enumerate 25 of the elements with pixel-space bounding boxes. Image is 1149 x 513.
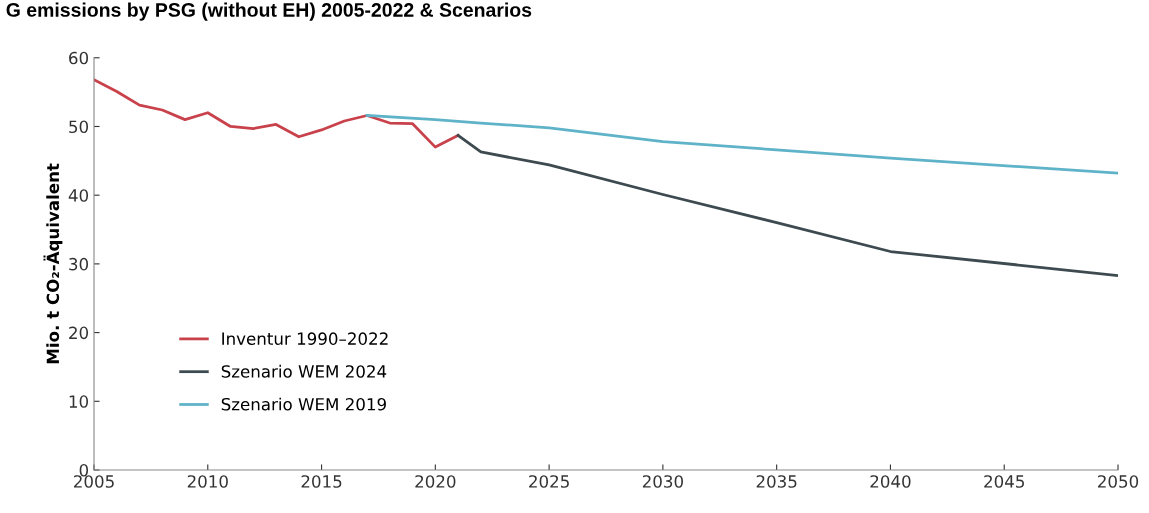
line-series <box>456 134 1118 277</box>
y-tick-label: 60 <box>69 51 89 65</box>
y-tick-label: 50 <box>69 120 89 134</box>
legend-label: Szenario WEM 2019 <box>221 397 386 411</box>
y-axis-title: Mio. t CO₂-Äquivalent <box>43 163 63 364</box>
x-tick-label: 2020 <box>415 475 456 488</box>
y-tick-label: 20 <box>69 326 89 340</box>
x-tick-label: 2005 <box>74 475 114 488</box>
x-tick-label: 2035 <box>756 475 797 488</box>
line-series <box>94 78 460 149</box>
x-tick-label: 2015 <box>301 475 342 488</box>
x-tick-label: 2010 <box>187 475 228 488</box>
y-tick-label: 40 <box>68 189 89 202</box>
y-tick-label: 10 <box>69 395 89 408</box>
x-tick-label: 2040 <box>870 475 911 488</box>
line-series <box>365 114 1118 175</box>
chart-title: G emissions by PSG (without EH) 2005-2022 & Scenarios <box>6 2 532 21</box>
y-tick-label: 30 <box>69 257 89 271</box>
x-tick-label: 2030 <box>642 475 683 488</box>
x-tick-label: 2045 <box>984 475 1024 488</box>
x-tick-label: 2025 <box>529 475 569 488</box>
y-tick-label: 0 <box>79 463 89 477</box>
x-tick-label: 2050 <box>1098 475 1139 488</box>
legend-label: Inventur 1990–2022 <box>222 332 388 345</box>
legend-label: Szenario WEM 2024 <box>221 364 387 378</box>
